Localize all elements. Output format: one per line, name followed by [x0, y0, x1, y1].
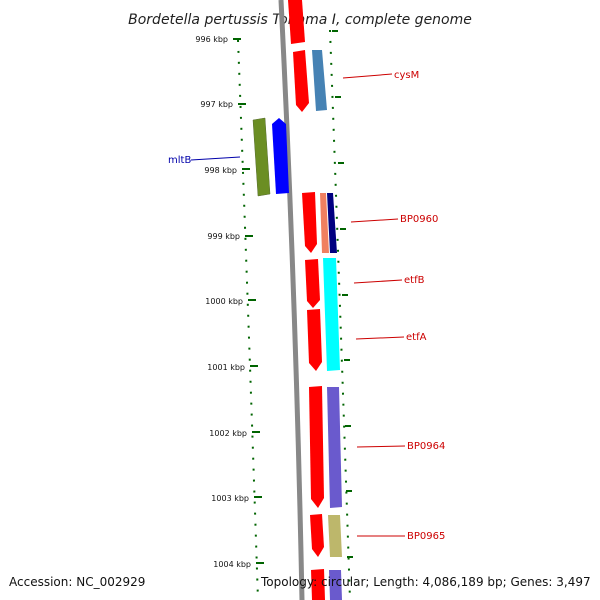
label-etfB: etfB: [404, 275, 425, 286]
tick-label-997: 997 kbp: [200, 100, 233, 109]
label-etfA: etfA: [406, 332, 427, 343]
gene-partial-bottom: [311, 569, 342, 600]
label-lines: [190, 73, 406, 537]
tick-label-1002: 1002 kbp: [209, 429, 247, 438]
tick-label-999: 999 kbp: [207, 232, 240, 241]
tick-label-996: 996 kbp: [195, 35, 228, 44]
label-BP0960: BP0960: [400, 214, 438, 225]
tick-label-1000: 1000 kbp: [205, 297, 243, 306]
gene-BP0965: [310, 514, 342, 557]
tick-marks-right: [332, 30, 353, 558]
tick-label-1003: 1003 kbp: [211, 494, 249, 503]
genome-backbone: [278, 0, 305, 600]
gene-mltB: [252, 117, 289, 197]
label-BP0965: BP0965: [407, 531, 445, 542]
gene-BP0964: [309, 386, 342, 508]
tick-label-1001: 1001 kbp: [207, 363, 245, 372]
tick-label-998: 998 kbp: [204, 166, 237, 175]
genome-summary-text: Topology: circular; Length: 4,086,189 bp…: [261, 575, 591, 589]
label-cysM: cysM: [394, 70, 419, 81]
gene-cds-top: [288, 0, 309, 112]
tick-label-1004: 1004 kbp: [213, 560, 251, 569]
tick-marks: [233, 38, 264, 564]
accession-text: Accession: NC_002929: [9, 575, 146, 589]
gene-etfB: [305, 259, 320, 308]
gene-etfA: [307, 258, 340, 371]
gene-BP0960: [302, 192, 337, 253]
gene-cysM: [312, 50, 327, 111]
label-BP0964: BP0964: [407, 441, 445, 452]
label-mltB: mltB: [168, 155, 191, 166]
